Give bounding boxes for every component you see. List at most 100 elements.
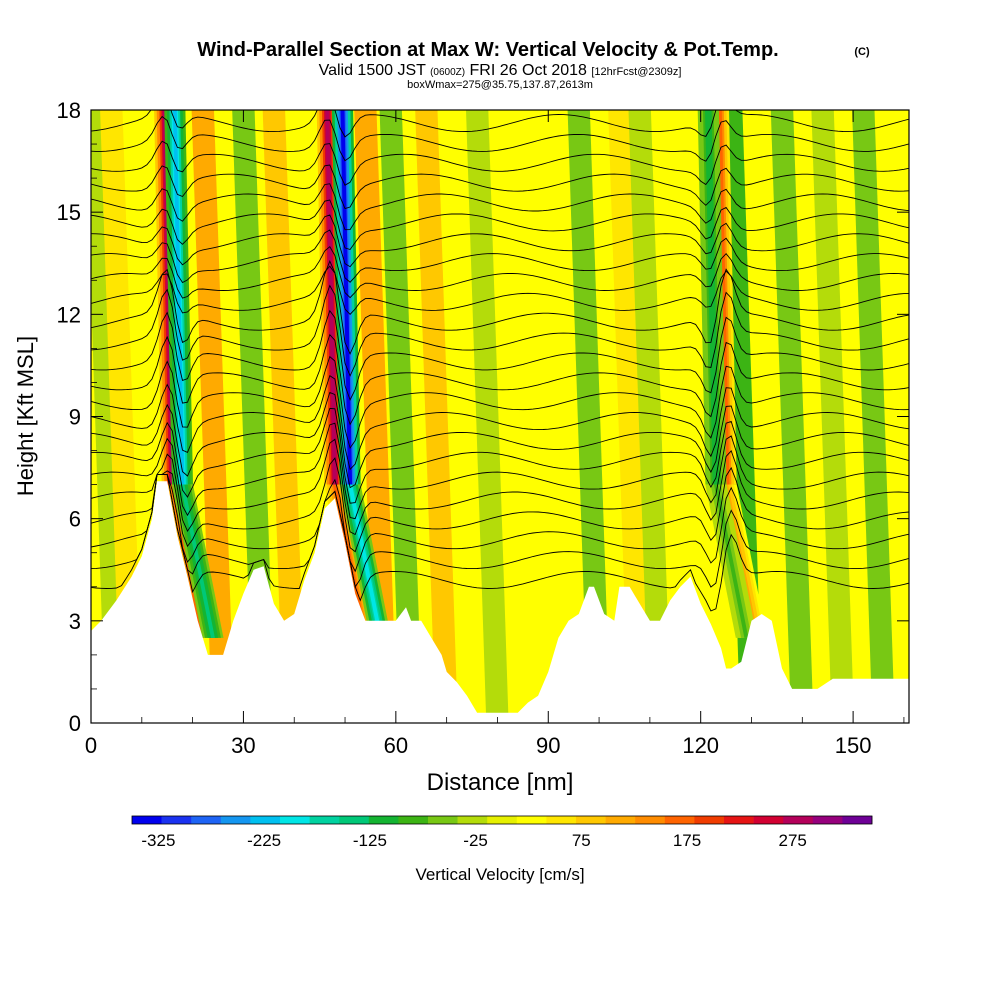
velocity-band	[567, 110, 611, 723]
theta-contour	[91, 473, 909, 573]
velocity-band	[628, 110, 672, 723]
terrain-mask	[91, 481, 909, 723]
colorbar-swatch	[812, 816, 843, 824]
y-tick-label: 6	[69, 507, 81, 532]
colorbar-tick-label: -225	[247, 831, 281, 850]
colorbar-tick-label: -125	[353, 831, 387, 850]
valid-date: FRI 26 Oct 2018	[470, 62, 587, 79]
y-axis: 0 3 6 9 12 15 18	[57, 98, 909, 736]
colorbar-tick-label: 275	[779, 831, 807, 850]
colorbar-swatch	[635, 816, 666, 824]
velocity-band	[466, 110, 509, 723]
colorbar: -325 -225 -125 -25 75 175 275	[131, 815, 873, 850]
colorbar-swatch	[724, 816, 754, 824]
colorbar-swatch	[250, 816, 281, 824]
downdraft-core	[706, 110, 718, 485]
theta-contour	[91, 229, 909, 284]
theta-contour	[91, 407, 909, 504]
copyright-mark: (C)	[854, 46, 870, 58]
colorbar-swatch	[664, 816, 695, 824]
colorbar-swatch	[339, 816, 370, 824]
valid-utc: (0600Z)	[430, 67, 465, 78]
colorbar-swatch	[368, 816, 399, 824]
colorbar-swatch	[398, 816, 429, 824]
x-axis: 0 30 60 90 120 150	[85, 110, 905, 758]
colorbar-swatch	[753, 816, 784, 824]
colorbar-swatch	[546, 816, 577, 824]
x-tick-label: 60	[384, 733, 408, 758]
x-tick-label: 0	[85, 733, 97, 758]
colorbar-swatch	[487, 816, 518, 824]
colorbar-swatch	[220, 816, 251, 824]
theta-contour	[91, 265, 909, 315]
theta-contour	[91, 164, 909, 210]
theta-contour	[91, 260, 909, 355]
plot-area	[91, 110, 909, 723]
velocity-band	[379, 110, 423, 723]
y-tick-label: 12	[57, 302, 81, 327]
velocity-band	[191, 110, 235, 723]
chart-title: Wind-Parallel Section at Max W: Vertical…	[197, 39, 778, 61]
theta-contour	[91, 333, 909, 426]
colorbar-swatch	[694, 816, 725, 824]
velocity-band	[354, 110, 397, 723]
updraft-core	[325, 110, 337, 485]
theta-contour	[91, 246, 909, 299]
y-tick-label: 18	[57, 98, 81, 123]
x-tick-label: 90	[536, 733, 560, 758]
theta-contour	[91, 199, 909, 251]
valid-prefix: Valid 1500 JST	[319, 62, 427, 79]
valid-time-line: Valid 1500 JST (0600Z) FRI 26 Oct 2018 […	[319, 62, 682, 79]
colorbar-swatch	[280, 816, 310, 824]
y-axis-label: Height [Kft MSL]	[13, 336, 38, 496]
theta-contour	[91, 115, 909, 162]
y-tick-label: 9	[69, 405, 81, 430]
forecast-info: [12hrFcst@2309z]	[591, 66, 681, 78]
colorbar-tick-label: 175	[673, 831, 701, 850]
colorbar-swatch	[842, 816, 873, 824]
y-tick-label: 3	[69, 609, 81, 634]
theta-contour	[91, 422, 909, 520]
theta-contour	[91, 391, 909, 489]
colorbar-swatch	[161, 816, 192, 824]
colorbar-swatch	[605, 816, 636, 824]
downdraft-core	[172, 110, 185, 485]
colorbar-swatch	[516, 816, 547, 824]
downdraft-core-lower	[348, 484, 383, 638]
colorbar-swatch	[191, 816, 222, 824]
colorbar-tick-label: -325	[141, 831, 175, 850]
colorbar-label: Vertical Velocity [cm/s]	[415, 865, 584, 884]
x-axis-label: Distance [nm]	[427, 769, 574, 796]
theta-contour	[91, 183, 909, 231]
colorbar-swatch	[428, 816, 458, 824]
velocity-band	[770, 110, 814, 723]
colorbar-frame	[131, 815, 873, 825]
velocity-band	[608, 110, 651, 723]
theta-contours	[91, 110, 909, 612]
theta-contour	[91, 309, 909, 401]
velocity-band	[415, 110, 458, 723]
colorbar-swatch	[576, 816, 606, 824]
theta-contour	[91, 110, 909, 138]
x-tick-label: 30	[231, 733, 255, 758]
colorbar-tick-label: -25	[463, 831, 488, 850]
theta-contour	[91, 438, 909, 536]
colorbar-swatch	[132, 816, 162, 824]
theta-contour	[91, 214, 909, 268]
velocity-band	[852, 110, 895, 723]
colorbar-swatch	[783, 816, 814, 824]
y-tick-label: 0	[69, 711, 81, 736]
colorbar-swatch	[457, 816, 488, 824]
theta-contour	[91, 473, 909, 588]
y-tick-label: 15	[57, 200, 81, 225]
theta-contour	[91, 140, 909, 186]
colorbar-swatch	[309, 816, 340, 824]
theta-contour	[91, 375, 909, 471]
box-info: boxWmax=275@35.75,137.87,2613m	[407, 79, 593, 91]
colorbar-tick-label: 75	[572, 831, 591, 850]
theta-contour	[91, 284, 909, 377]
theta-contour	[91, 457, 909, 553]
x-tick-label: 150	[835, 733, 872, 758]
theta-contour	[91, 473, 909, 612]
